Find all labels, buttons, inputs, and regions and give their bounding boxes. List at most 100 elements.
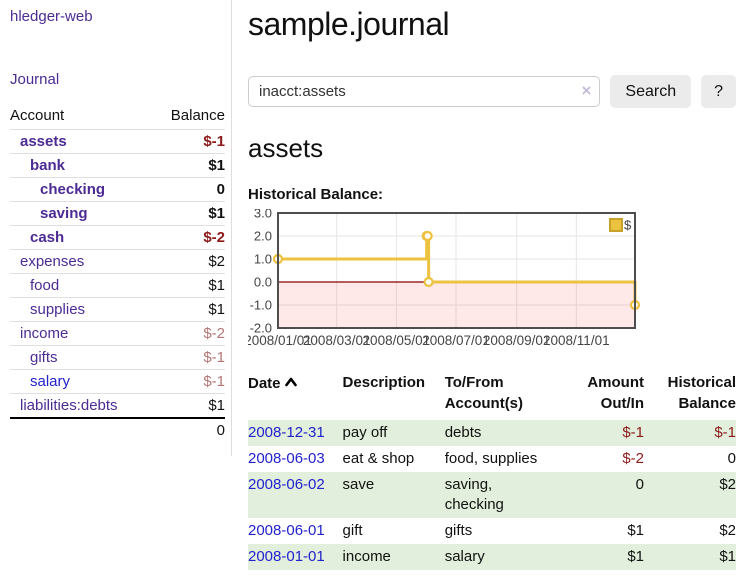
transaction-description: pay off [342, 424, 388, 441]
y-tick-label: 3.0 [254, 209, 272, 221]
account-link-assets[interactable]: assets [20, 133, 67, 150]
y-tick-label: 0.0 [254, 275, 272, 290]
account-row: checking 0 [10, 177, 225, 202]
account-link-checking[interactable]: checking [40, 181, 106, 198]
register-row: 2008-06-01 gift gifts $1 $2 [248, 518, 736, 544]
app-layout: hledger-web Journal Account Balance asse… [0, 0, 742, 570]
transaction-date-link[interactable]: 2008-06-02 [248, 476, 325, 493]
y-tick-label: 1.0 [254, 252, 272, 267]
main-content: sample.journal × Search ? assets Histori… [232, 0, 742, 570]
tofrom-column-header: To/From Account(s) [444, 374, 524, 412]
account-link-salary[interactable]: salary [30, 373, 71, 390]
transaction-amount: $-2 [622, 450, 644, 467]
transaction-balance: $2 [719, 476, 736, 493]
account-link-bank[interactable]: bank [30, 157, 66, 174]
transaction-description: eat & shop [342, 450, 415, 467]
account-column-header: Account [10, 107, 65, 124]
account-balance: $1 [152, 297, 225, 322]
account-link-liabilities-debts[interactable]: liabilities:debts [20, 397, 118, 414]
register-row: 2008-06-03 eat & shop food, supplies $-2 0 [248, 446, 736, 472]
transaction-description: income [342, 548, 391, 565]
legend-label: $ [624, 218, 632, 233]
help-button[interactable]: ? [701, 75, 736, 108]
account-balance: $1 [152, 273, 225, 298]
transaction-date-link[interactable]: 2008-01-01 [248, 548, 325, 565]
accounts-total-value: 0 [152, 417, 225, 442]
y-tick-label: -2.0 [250, 321, 272, 336]
transaction-amount: $1 [627, 522, 644, 539]
account-row: gifts $-1 [10, 345, 225, 370]
transaction-accounts: salary [444, 548, 485, 565]
accounts-total-row: 0 [10, 417, 225, 442]
search-bar: × Search ? [248, 75, 736, 108]
page-title: sample.journal [248, 6, 450, 42]
accounts-table-header: Account Balance [10, 104, 225, 130]
account-heading: assets [248, 133, 324, 163]
legend-swatch [609, 218, 623, 232]
transaction-amount: $-1 [622, 424, 644, 441]
account-link-supplies[interactable]: supplies [30, 301, 86, 318]
transaction-balance: $2 [719, 522, 736, 539]
account-balance: $1 [152, 153, 225, 178]
x-tick-label: 2008/03/01 [303, 333, 371, 348]
account-row: assets $-1 [10, 129, 225, 154]
account-row: saving $1 [10, 201, 225, 226]
transaction-date-link[interactable]: 2008-12-31 [248, 424, 325, 441]
app-title-link[interactable]: hledger-web [10, 8, 93, 25]
transaction-balance: 0 [727, 450, 736, 467]
x-tick-label: 2008/09/01 [483, 333, 551, 348]
account-link-expenses[interactable]: expenses [20, 253, 85, 270]
transaction-balance: $1 [719, 548, 736, 565]
chart-title: Historical Balance: [248, 186, 384, 203]
account-row: salary $-1 [10, 369, 225, 394]
account-row: bank $1 [10, 153, 225, 178]
account-link-income[interactable]: income [20, 325, 69, 342]
balance-chart-svg: 3.0 2.0 1.0 0.0 -1.0 -2.02008/01/012008/03/01… [244, 206, 641, 348]
amount-column-header: Amount Out/In [587, 374, 644, 412]
transaction-description: save [342, 476, 375, 493]
description-column-header: Description [342, 374, 426, 391]
search-button[interactable]: Search [610, 75, 692, 108]
y-tick-label: -1.0 [250, 298, 272, 313]
account-link-gifts[interactable]: gifts [30, 349, 58, 366]
register-row: 2008-12-31 pay off debts $-1 $-1 [248, 420, 736, 446]
transaction-amount: $1 [627, 548, 644, 565]
register-row: 2008-06-02 save saving, checking 0 $2 [248, 472, 736, 518]
account-row: income $-2 [10, 321, 225, 346]
account-balance: $1 [152, 201, 225, 226]
balance-chart: 3.0 2.0 1.0 0.0 -1.0 -2.0 2008/01/01 2008/03/01… [244, 206, 736, 354]
register-table-header: Date Description To/From Account(s) Amou… [248, 370, 736, 420]
transaction-date-link[interactable]: 2008-06-01 [248, 522, 325, 539]
account-balance: $-2 [152, 321, 225, 346]
chart-point [423, 276, 434, 288]
sidebar: hledger-web Journal Account Balance asse… [0, 0, 232, 456]
date-column-header[interactable]: Date [248, 370, 343, 420]
account-link-food[interactable]: food [30, 277, 60, 294]
account-balance: $-1 [152, 369, 225, 394]
transaction-date-link[interactable]: 2008-06-03 [248, 450, 325, 467]
account-row: cash $-2 [10, 225, 225, 250]
account-balance: $1 [152, 393, 225, 418]
account-link-cash[interactable]: cash [30, 229, 65, 246]
x-tick-label: 2008/07/01 [422, 333, 490, 348]
account-balance: 0 [152, 177, 225, 202]
account-link-saving[interactable]: saving [40, 205, 88, 222]
journal-link[interactable]: Journal [10, 71, 60, 88]
sort-ascending-icon [284, 372, 297, 393]
balance-column-header: Balance [170, 107, 225, 124]
account-row: expenses $2 [10, 249, 225, 274]
transaction-description: gift [342, 522, 363, 539]
transaction-accounts: food, supplies [444, 450, 538, 467]
transaction-accounts: gifts [444, 522, 473, 539]
account-balance: $-2 [152, 225, 225, 250]
search-input[interactable] [248, 76, 601, 107]
account-row: supplies $1 [10, 297, 225, 322]
chart-border [277, 212, 636, 329]
clear-search-icon[interactable]: × [581, 81, 592, 100]
x-tick-label: 2008/05/01 [363, 333, 431, 348]
x-tick-label: 2008/11/01 [543, 333, 610, 348]
y-tick-label: 2.0 [254, 229, 272, 244]
chart-point [422, 230, 433, 242]
account-balance: $-1 [152, 345, 225, 370]
account-balance: $-1 [152, 129, 225, 154]
